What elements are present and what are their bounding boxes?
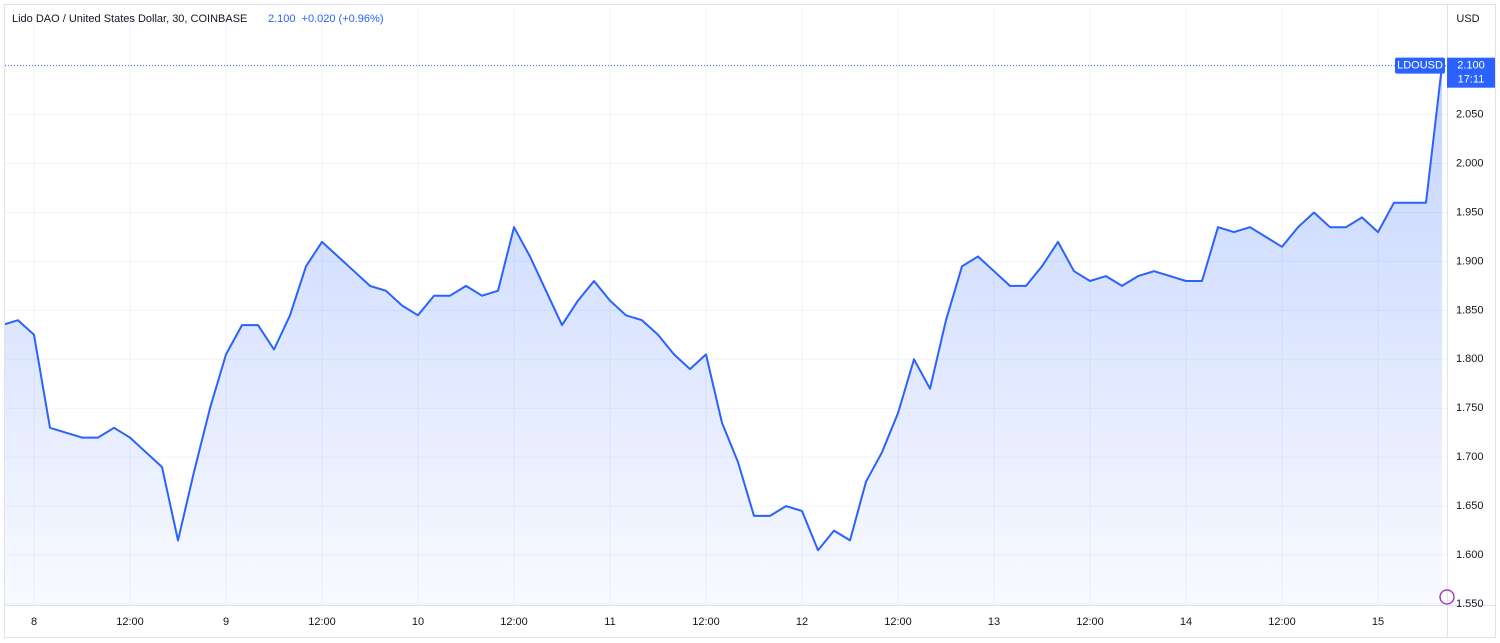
x-tick-label: 8	[31, 616, 37, 628]
y-tick-label: 1.950	[1456, 206, 1484, 218]
x-tick-label: 12:00	[500, 616, 528, 628]
countdown-label: 17:11	[1458, 74, 1485, 86]
price-tag-label: 2.100	[1457, 60, 1485, 72]
x-tick-label: 12:00	[884, 616, 912, 628]
x-tick-label: 12:00	[308, 616, 336, 628]
last-price: 2.100	[268, 13, 296, 25]
x-tick-label: 14	[1180, 616, 1192, 628]
x-tick-label: 12:00	[116, 616, 144, 628]
y-tick-label: 1.750	[1456, 402, 1484, 414]
x-tick-label: 9	[223, 616, 229, 628]
x-tick-label: 11	[604, 616, 615, 628]
x-tick-label: 12	[796, 616, 808, 628]
frame	[4, 4, 1496, 638]
x-tick-label: 13	[988, 616, 1000, 628]
price-tag	[1447, 57, 1495, 88]
x-tick-label: 10	[412, 616, 424, 628]
y-tick-label: 1.850	[1456, 304, 1484, 316]
x-tick-label: 12:00	[1268, 616, 1296, 628]
price-line	[5, 65, 1443, 552]
price-change: +0.020 (+0.96%)	[302, 13, 384, 25]
area-fill	[5, 65, 1442, 605]
y-tick-label: 1.550	[1456, 598, 1484, 610]
chart-title: Lido DAO / United States Dollar, 30, COI…	[12, 13, 247, 25]
y-tick-label: 1.700	[1456, 451, 1484, 463]
symbol-tag	[1395, 57, 1445, 74]
y-tick-label: 2.000	[1456, 157, 1484, 169]
y-tick-label: 1.800	[1456, 353, 1484, 365]
axes: 1.550 1.600 1.650 1.700 1.750 1.800 1.850 1.900…	[31, 109, 1484, 628]
y-tick-label: 1.600	[1456, 549, 1484, 561]
plot	[5, 65, 1443, 605]
y-tick-label: 1.900	[1456, 255, 1484, 267]
x-tick-label: 12:00	[692, 616, 720, 628]
events-icon[interactable]	[1439, 589, 1455, 605]
y-tick-label: 2.050	[1456, 109, 1484, 121]
y-tick-label: 1.650	[1456, 500, 1484, 512]
symbol-label: LDOUSD	[1397, 60, 1443, 72]
x-tick-label: 12:00	[1076, 616, 1104, 628]
x-tick-label: 15	[1372, 616, 1384, 628]
currency-label: USD	[1456, 13, 1479, 25]
